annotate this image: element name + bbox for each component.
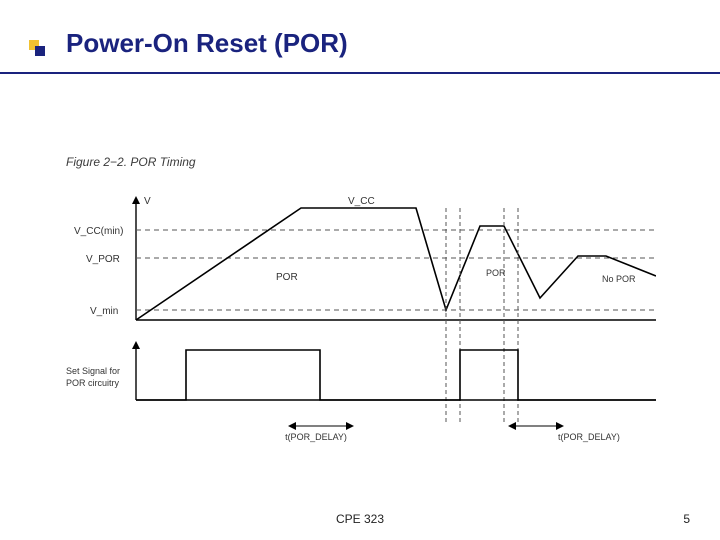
- vcc-waveform: [136, 208, 656, 320]
- set-signal-label-2: POR circuitry: [66, 378, 120, 388]
- por-annotation-right: POR: [486, 268, 506, 278]
- por-timing-diagram: V V_CC(min) V_POR V_min V_CC POR POR No …: [66, 175, 656, 465]
- por-set-signal-waveform: [136, 350, 656, 400]
- no-por-annotation: No POR: [602, 274, 636, 284]
- set-signal-label-1: Set Signal for: [66, 366, 120, 376]
- vmin-label: V_min: [90, 306, 118, 317]
- delay-label-left: t(POR_DELAY): [285, 432, 347, 442]
- figure-caption: Figure 2−2. POR Timing: [66, 155, 196, 169]
- title-underline: [0, 72, 720, 74]
- vccmin-label: V_CC(min): [74, 226, 123, 237]
- arrow-right-icon: [346, 422, 354, 430]
- footer-page-number: 5: [683, 512, 690, 526]
- arrow-left-icon: [288, 422, 296, 430]
- title-bullet: [29, 40, 45, 56]
- footer-course: CPE 323: [0, 512, 720, 526]
- por-annotation-left: POR: [276, 272, 298, 283]
- delay-marker-right: t(POR_DELAY): [508, 422, 620, 442]
- bullet-square-blue: [35, 46, 45, 56]
- delay-label-right: t(POR_DELAY): [558, 432, 620, 442]
- v-axis-label: V: [144, 196, 151, 207]
- delay-marker-left: t(POR_DELAY): [285, 422, 354, 442]
- vertical-alignment-lines: [446, 208, 518, 422]
- arrow-right-icon: [556, 422, 564, 430]
- page-title: Power-On Reset (POR): [66, 28, 348, 59]
- lower-y-arrow-icon: [132, 341, 140, 349]
- upper-y-arrow-icon: [132, 196, 140, 204]
- vpor-label: V_POR: [86, 254, 120, 265]
- vcc-annotation: V_CC: [348, 196, 375, 207]
- arrow-left-icon: [508, 422, 516, 430]
